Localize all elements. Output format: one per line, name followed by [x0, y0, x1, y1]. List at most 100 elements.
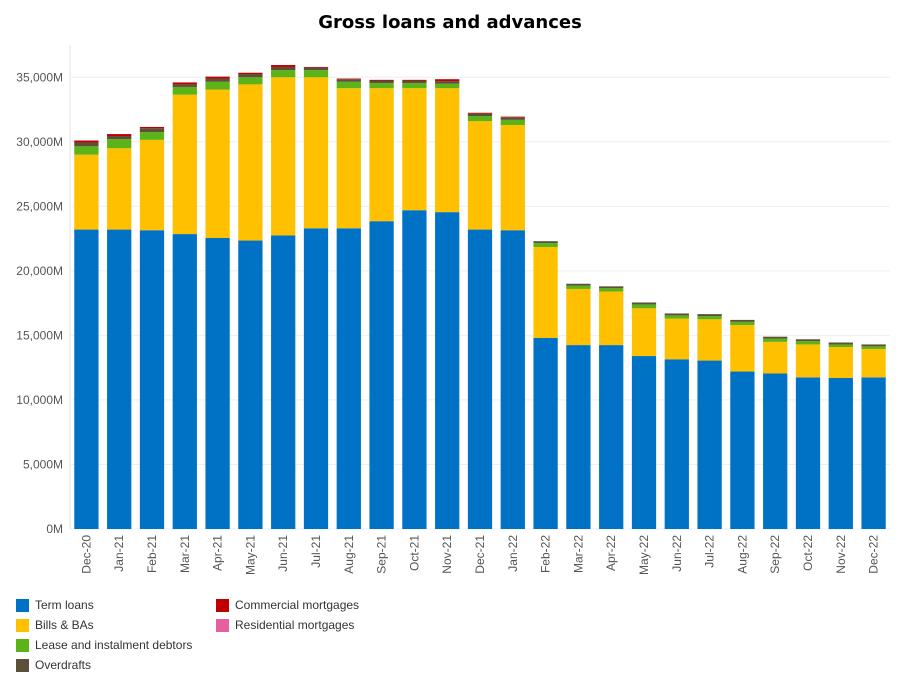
bar-segment[interactable]	[303, 66, 329, 68]
bar-segment[interactable]	[238, 84, 263, 241]
bar-segment[interactable]	[533, 243, 558, 247]
bar-segment[interactable]	[795, 377, 821, 529]
bar-segment[interactable]	[205, 89, 230, 238]
bar-segment[interactable]	[402, 80, 427, 84]
bar-segment[interactable]	[238, 74, 263, 78]
bar-segment[interactable]	[303, 67, 329, 71]
bar-segment[interactable]	[664, 359, 689, 529]
bar-segment[interactable]	[336, 81, 361, 89]
bar-segment[interactable]	[435, 81, 460, 84]
bar-segment[interactable]	[435, 83, 460, 89]
bar-segment[interactable]	[697, 360, 722, 529]
bar-segment[interactable]	[336, 88, 361, 229]
bar-segment[interactable]	[402, 88, 427, 211]
bar-segment[interactable]	[631, 302, 657, 305]
bar-segment[interactable]	[271, 235, 296, 529]
bar-segment[interactable]	[271, 65, 296, 67]
bar-segment[interactable]	[828, 377, 853, 529]
bar-segment[interactable]	[599, 288, 624, 292]
legend-item[interactable]: Residential mortgages	[216, 618, 354, 632]
bar-segment[interactable]	[271, 70, 296, 78]
bar-segment[interactable]	[435, 88, 460, 213]
bar-segment[interactable]	[795, 339, 821, 342]
bar-segment[interactable]	[467, 112, 493, 114]
bar-segment[interactable]	[533, 246, 558, 338]
bar-segment[interactable]	[631, 356, 657, 529]
bar-segment[interactable]	[861, 348, 886, 378]
bar-segment[interactable]	[238, 72, 263, 75]
bar-segment[interactable]	[730, 371, 755, 529]
bar-segment[interactable]	[74, 142, 99, 147]
bar-segment[interactable]	[205, 81, 230, 90]
bar-segment[interactable]	[500, 116, 525, 118]
bar-segment[interactable]	[828, 344, 853, 348]
bar-segment[interactable]	[139, 132, 165, 140]
bar-segment[interactable]	[303, 70, 329, 78]
bar-segment[interactable]	[828, 342, 853, 345]
bar-segment[interactable]	[139, 230, 165, 529]
bar-segment[interactable]	[861, 377, 886, 529]
bar-segment[interactable]	[369, 79, 394, 81]
bar-segment[interactable]	[730, 325, 755, 372]
bar-segment[interactable]	[697, 319, 722, 361]
bar-segment[interactable]	[467, 115, 493, 122]
bar-segment[interactable]	[861, 346, 886, 349]
bar-segment[interactable]	[369, 83, 394, 89]
bar-segment[interactable]	[566, 285, 591, 289]
bar-segment[interactable]	[467, 121, 493, 230]
bar-segment[interactable]	[664, 315, 689, 319]
bar-segment[interactable]	[467, 229, 493, 529]
bar-segment[interactable]	[107, 135, 132, 140]
bar-segment[interactable]	[631, 304, 657, 309]
bar-segment[interactable]	[664, 318, 689, 360]
bar-segment[interactable]	[599, 345, 624, 529]
legend-item[interactable]: Term loans	[16, 598, 94, 612]
bar-segment[interactable]	[205, 237, 230, 529]
legend-item[interactable]: Overdrafts	[16, 658, 91, 672]
bar-segment[interactable]	[336, 79, 361, 82]
bar-segment[interactable]	[763, 338, 788, 342]
bar-segment[interactable]	[664, 313, 689, 316]
bar-segment[interactable]	[435, 212, 460, 529]
bar-segment[interactable]	[599, 286, 624, 289]
bar-segment[interactable]	[238, 240, 263, 530]
bar-segment[interactable]	[795, 344, 821, 378]
bar-segment[interactable]	[369, 88, 394, 222]
bar-segment[interactable]	[500, 125, 525, 231]
bar-segment[interactable]	[730, 321, 755, 326]
legend-item[interactable]: Commercial mortgages	[216, 598, 359, 612]
bar-segment[interactable]	[467, 113, 493, 116]
bar-segment[interactable]	[763, 373, 788, 529]
bar-segment[interactable]	[631, 308, 657, 357]
bar-segment[interactable]	[730, 319, 755, 322]
bar-segment[interactable]	[402, 79, 427, 81]
bar-segment[interactable]	[172, 234, 197, 529]
bar-segment[interactable]	[172, 94, 197, 235]
bar-segment[interactable]	[107, 148, 132, 230]
bar-segment[interactable]	[336, 228, 361, 529]
bar-segment[interactable]	[566, 345, 591, 529]
bar-segment[interactable]	[172, 84, 197, 87]
bar-segment[interactable]	[107, 139, 132, 149]
bar-segment[interactable]	[303, 228, 329, 529]
legend-item[interactable]: Lease and instalment debtors	[16, 638, 192, 652]
bar-segment[interactable]	[139, 139, 165, 231]
bar-segment[interactable]	[336, 78, 361, 80]
bar-segment[interactable]	[763, 341, 788, 374]
bar-segment[interactable]	[500, 230, 525, 529]
bar-segment[interactable]	[139, 128, 165, 133]
bar-segment[interactable]	[205, 78, 230, 82]
bar-segment[interactable]	[435, 79, 460, 82]
legend-item[interactable]: Bills & BAs	[16, 618, 94, 632]
bar-segment[interactable]	[74, 154, 99, 230]
bar-segment[interactable]	[500, 119, 525, 126]
bar-segment[interactable]	[369, 221, 394, 529]
bar-segment[interactable]	[271, 66, 296, 71]
bar-segment[interactable]	[533, 241, 558, 244]
bar-segment[interactable]	[172, 86, 197, 95]
bar-segment[interactable]	[402, 83, 427, 89]
bar-segment[interactable]	[763, 336, 788, 339]
bar-segment[interactable]	[697, 316, 722, 320]
bar-segment[interactable]	[107, 229, 132, 529]
bar-segment[interactable]	[107, 134, 132, 136]
